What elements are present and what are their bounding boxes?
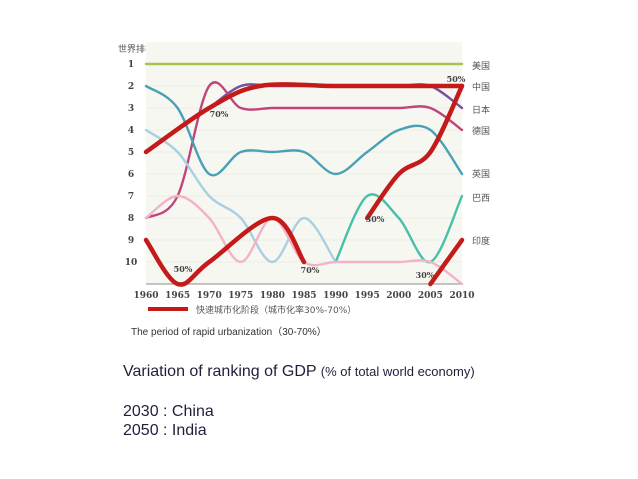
series-line-5 — [334, 193, 464, 264]
x-tick-label: 1985 — [291, 291, 316, 301]
x-tick-label: 1980 — [260, 291, 285, 301]
legend-label: 快速城市化阶段（城市化率30%-70%） — [196, 304, 356, 316]
y-tick-label: 7 — [128, 192, 134, 202]
annotation-1: 50% — [447, 74, 466, 84]
chart-grid — [146, 42, 462, 285]
series-label-2: 日本 — [472, 104, 490, 116]
series-line-4 — [144, 128, 337, 264]
x-tick-label: 2010 — [449, 291, 474, 301]
y-tick-label: 6 — [128, 170, 134, 180]
y-tick-label: 8 — [128, 214, 134, 224]
series-label-0: 美国 — [472, 60, 490, 72]
series-label-6: 印度 — [472, 235, 490, 247]
y-tick-label: 5 — [128, 148, 134, 158]
x-tick-label: 1960 — [133, 291, 158, 301]
series-label-4: 英国 — [472, 168, 490, 180]
rapid-urbanization-lines — [143, 82, 465, 287]
series-line-3 — [144, 84, 464, 177]
annotation-3: 70% — [301, 265, 320, 275]
chart-ticks: 1 2 3 4 5 6 7 8 9 10 1960 1965 1970 1975 1980 1985 1990 1… — [125, 60, 475, 301]
series-label-1: 中国 — [472, 81, 490, 93]
rapid-urbanization-segment-0 — [143, 82, 465, 155]
projection-2030: 2030 : China — [123, 403, 214, 420]
x-tick-label: 1990 — [323, 291, 348, 301]
y-tick-label: 10 — [125, 258, 138, 268]
chart-caption: The period of rapid urbanization（30-70%） — [131, 327, 327, 338]
x-tick-label: 1970 — [197, 291, 222, 301]
y-tick-label: 9 — [128, 236, 134, 246]
headline-main: Variation of ranking of GDP — [123, 363, 317, 380]
annotation-0: 70% — [210, 109, 229, 119]
rapid-urbanization-segment-1 — [143, 215, 307, 287]
x-tick-label: 1975 — [228, 291, 253, 301]
rapid-urbanization-segment-2 — [364, 83, 465, 221]
headline: Variation of ranking of GDP (% of total … — [123, 363, 475, 381]
annotation-5: 30% — [416, 270, 435, 280]
annotation-4: 50% — [174, 264, 193, 274]
plot-area — [146, 42, 462, 284]
y-tick-label: 2 — [128, 82, 134, 92]
headline-small: (% of total world economy) — [320, 364, 475, 379]
x-tick-label: 1965 — [165, 291, 190, 301]
chart-annotations: 70% 50% 30% 70% 50% 30% — [174, 74, 466, 280]
series-line-2 — [144, 81, 464, 220]
y-tick-label: 1 — [128, 60, 134, 70]
series-label-5: 巴西 — [472, 193, 490, 204]
series-label-3: 德国 — [472, 125, 490, 137]
y-axis-title: 世界排名 — [118, 43, 154, 55]
x-tick-label: 2000 — [386, 291, 411, 301]
summary-text: Variation of ranking of GDP (% of total … — [123, 363, 475, 440]
rapid-urbanization-segment-3 — [428, 237, 465, 287]
projection-2050: 2050 : India — [123, 422, 207, 439]
y-tick-label: 4 — [128, 126, 134, 136]
x-tick-label: 2005 — [418, 291, 443, 301]
y-tick-label: 3 — [128, 104, 134, 114]
annotation-2: 30% — [366, 214, 385, 224]
x-tick-label: 1995 — [355, 291, 380, 301]
chart-legend: 快速城市化阶段（城市化率30%-70%） — [148, 304, 356, 316]
